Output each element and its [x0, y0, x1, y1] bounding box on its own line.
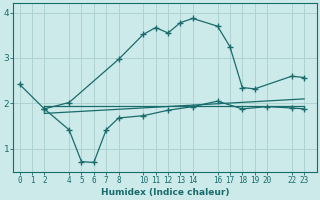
X-axis label: Humidex (Indice chaleur): Humidex (Indice chaleur)	[101, 188, 229, 197]
